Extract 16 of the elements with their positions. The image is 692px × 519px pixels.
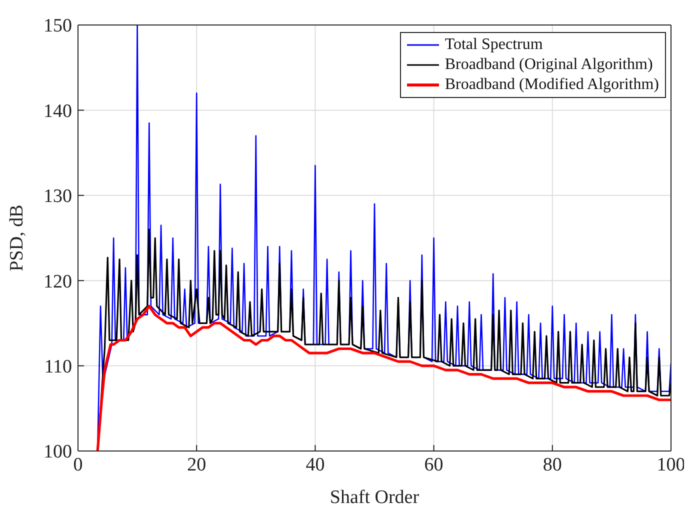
y-axis-title: PSD, dB — [6, 204, 28, 272]
y-tick-label: 130 — [44, 186, 72, 208]
y-tick-label: 120 — [44, 271, 72, 292]
y-tick-label: 110 — [44, 356, 72, 378]
x-tick-label: 40 — [306, 454, 325, 476]
y-tick-label: 140 — [44, 100, 72, 122]
legend-label: Broadband (Original Algorithm) — [444, 55, 653, 75]
legend-label: Total Spectrum — [444, 35, 543, 55]
y-tick-label: 150 — [44, 16, 72, 37]
x-tick-label: 80 — [542, 454, 562, 476]
x-axis-title: Shaft Order — [330, 487, 420, 508]
x-tick-label: 60 — [424, 454, 444, 476]
line-series — [96, 304, 671, 451]
legend-label: Broadband (Modified Algorithm) — [444, 75, 659, 95]
x-tick-label: 0 — [73, 454, 83, 476]
x-tick-label: 20 — [187, 454, 206, 476]
